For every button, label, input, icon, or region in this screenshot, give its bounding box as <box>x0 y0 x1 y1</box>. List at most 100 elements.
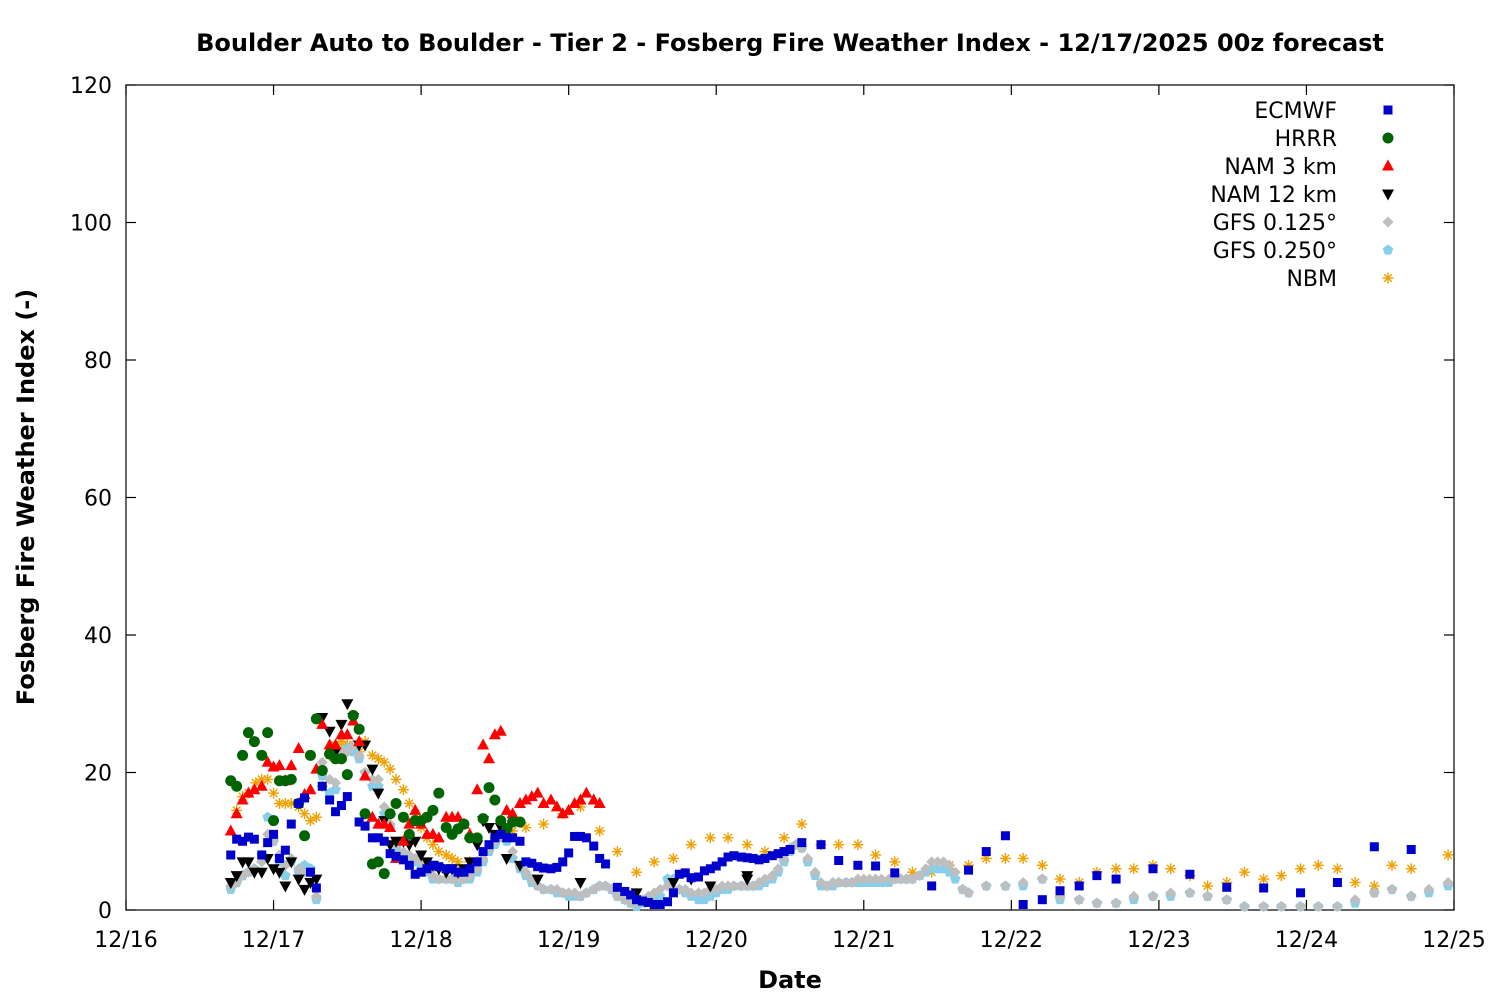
data-point <box>310 811 322 823</box>
data-point <box>422 864 432 874</box>
data-point <box>705 864 715 874</box>
data-point <box>594 880 606 892</box>
data-point <box>515 836 525 846</box>
data-point <box>722 880 734 892</box>
data-point <box>494 724 507 736</box>
data-point <box>410 869 420 879</box>
data-point <box>472 857 482 867</box>
data-point <box>980 880 992 892</box>
data-point <box>500 853 513 865</box>
data-point <box>237 749 249 761</box>
data-point <box>255 867 268 879</box>
data-point <box>452 810 464 822</box>
data-point <box>397 784 409 796</box>
data-point <box>527 858 537 868</box>
data-point <box>920 863 932 875</box>
y-tick-label: 0 <box>98 899 112 924</box>
data-point <box>545 883 557 895</box>
data-point <box>663 897 673 907</box>
data-point <box>717 857 727 867</box>
data-point <box>870 849 882 861</box>
data-point <box>655 900 665 909</box>
data-point <box>298 884 311 896</box>
data-point <box>648 856 660 868</box>
data-point <box>1184 887 1196 899</box>
data-point <box>385 849 395 859</box>
data-point <box>1442 849 1454 861</box>
data-point <box>484 840 494 850</box>
data-point <box>230 871 243 883</box>
data-point <box>1221 894 1233 906</box>
data-point <box>508 833 518 843</box>
data-point <box>506 807 519 819</box>
data-point <box>564 848 574 858</box>
data-point <box>531 786 544 798</box>
data-point <box>889 856 901 868</box>
data-point <box>1036 859 1048 871</box>
data-point <box>1110 863 1122 875</box>
data-point <box>285 759 298 771</box>
data-point <box>1349 894 1361 906</box>
data-point <box>723 852 733 862</box>
data-point <box>767 851 777 861</box>
data-point <box>778 832 790 844</box>
data-point <box>1312 901 1324 913</box>
data-point <box>552 862 562 872</box>
data-point <box>330 784 341 795</box>
x-axis-label: Date <box>758 966 822 994</box>
data-point <box>563 887 575 899</box>
data-point <box>754 855 764 865</box>
data-point <box>415 850 428 862</box>
data-point <box>1423 883 1435 895</box>
legend-marker <box>1382 244 1394 255</box>
data-point <box>766 870 778 882</box>
data-point <box>224 878 237 889</box>
legend-label: GFS 0.125° <box>1213 211 1337 236</box>
data-point <box>300 793 310 803</box>
x-tick-label: 12/17 <box>242 928 305 953</box>
data-point <box>1036 873 1048 885</box>
data-point <box>262 727 274 739</box>
legend-marker <box>1382 216 1394 228</box>
data-point <box>632 895 642 905</box>
data-point <box>612 882 622 892</box>
data-point <box>1238 866 1250 878</box>
data-point <box>1405 890 1417 902</box>
data-point <box>816 840 826 850</box>
data-point <box>409 836 422 848</box>
data-point <box>514 816 526 828</box>
data-point <box>533 862 543 872</box>
data-point <box>704 832 716 844</box>
data-point <box>520 866 532 878</box>
data-point <box>433 787 445 799</box>
data-point <box>1386 859 1398 871</box>
data-point <box>864 873 876 885</box>
data-point <box>901 873 913 885</box>
data-point <box>336 801 346 810</box>
data-point <box>964 865 974 875</box>
y-tick-label: 100 <box>70 212 112 237</box>
data-point <box>397 834 410 846</box>
data-point <box>496 829 506 839</box>
data-point <box>741 880 753 892</box>
data-point <box>305 867 315 877</box>
data-point <box>268 815 280 827</box>
data-point <box>226 850 236 860</box>
data-point <box>1165 887 1177 899</box>
legend-label: ECMWF <box>1254 99 1337 124</box>
data-point <box>384 821 397 832</box>
data-point <box>601 859 611 869</box>
data-point <box>519 793 532 805</box>
data-point <box>649 900 659 909</box>
data-point <box>1000 831 1010 841</box>
data-point <box>273 867 286 879</box>
data-point <box>367 833 377 843</box>
data-point <box>1406 845 1416 854</box>
data-point <box>366 773 378 785</box>
data-point <box>242 727 254 739</box>
data-point <box>1295 901 1307 913</box>
data-point <box>316 756 328 768</box>
data-point <box>853 860 863 870</box>
legend: ECMWF HRRR NAM 3 km NAM 12 km GFS 0.125° GFS … <box>1210 99 1394 292</box>
